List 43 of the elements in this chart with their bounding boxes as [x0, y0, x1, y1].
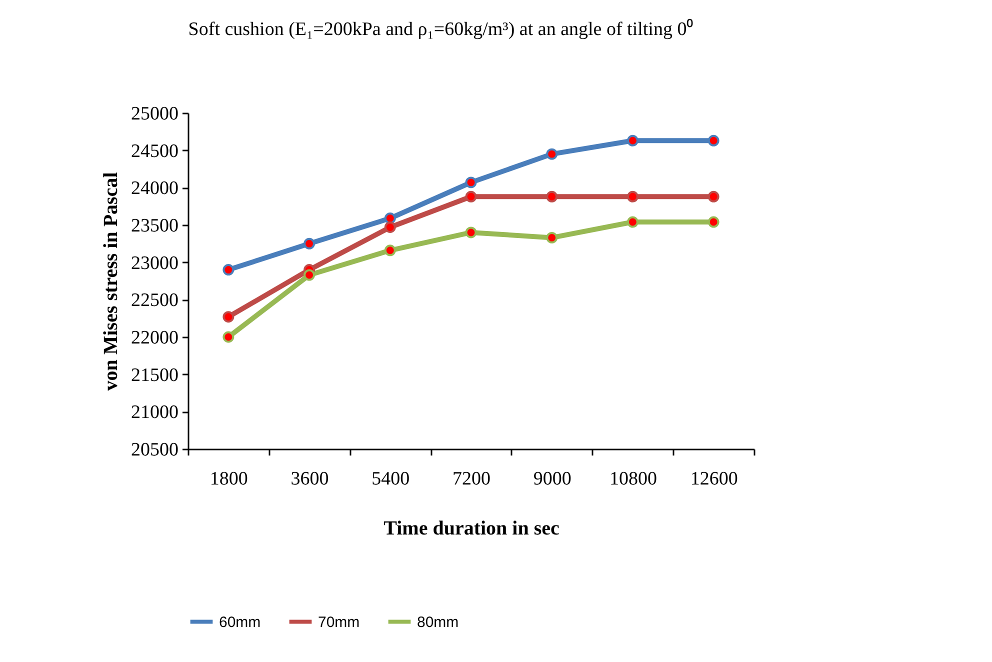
x-axis-title: Time duration in sec [384, 518, 560, 540]
legend-label: 70mm [318, 614, 360, 631]
point [384, 244, 396, 256]
point [384, 212, 396, 224]
y-tick-label: 20500 [131, 440, 178, 460]
y-tick-label: 21000 [131, 402, 178, 424]
legend-label: 60mm [219, 614, 261, 631]
point [222, 264, 234, 276]
y-tick-label: 25000 [131, 104, 178, 124]
x-tick-label: 3600 [290, 468, 329, 490]
point [465, 176, 477, 188]
point [708, 190, 720, 202]
y-tick-label: 22500 [131, 290, 178, 312]
y-tick-label: 23500 [131, 216, 178, 236]
chart-title: Soft cushion (E₁=200kPa and ρ₁=60kg/m³) at an angle of tilting 0⁰ [188, 18, 694, 40]
y-tick-label: 24000 [131, 178, 178, 200]
y-axis-title: von Mises stress in Pascal [100, 172, 122, 391]
point [626, 134, 638, 146]
point [626, 216, 638, 228]
point [546, 148, 558, 160]
point [222, 311, 234, 323]
point [708, 216, 720, 228]
y-tick-label: 24500 [131, 140, 178, 162]
point [465, 226, 477, 238]
point [304, 238, 316, 250]
legend-label: 80mm [417, 614, 459, 631]
point [546, 190, 558, 202]
point [708, 134, 720, 146]
y-tick-label: 23000 [131, 252, 178, 274]
y-tick-label: 22000 [131, 328, 178, 348]
point [222, 331, 234, 343]
y-tick-label: 21500 [131, 364, 178, 386]
point [465, 190, 477, 202]
point [304, 269, 316, 281]
point [626, 190, 638, 202]
x-tick-label: 10800 [609, 468, 657, 490]
x-tick-label: 5400 [372, 468, 410, 490]
x-tick-label: 1800 [210, 468, 248, 490]
point [384, 222, 396, 233]
point [546, 232, 558, 244]
x-tick-label: 12600 [690, 468, 738, 490]
x-tick-label: 9000 [533, 468, 572, 490]
x-tick-label: 7200 [452, 468, 490, 490]
